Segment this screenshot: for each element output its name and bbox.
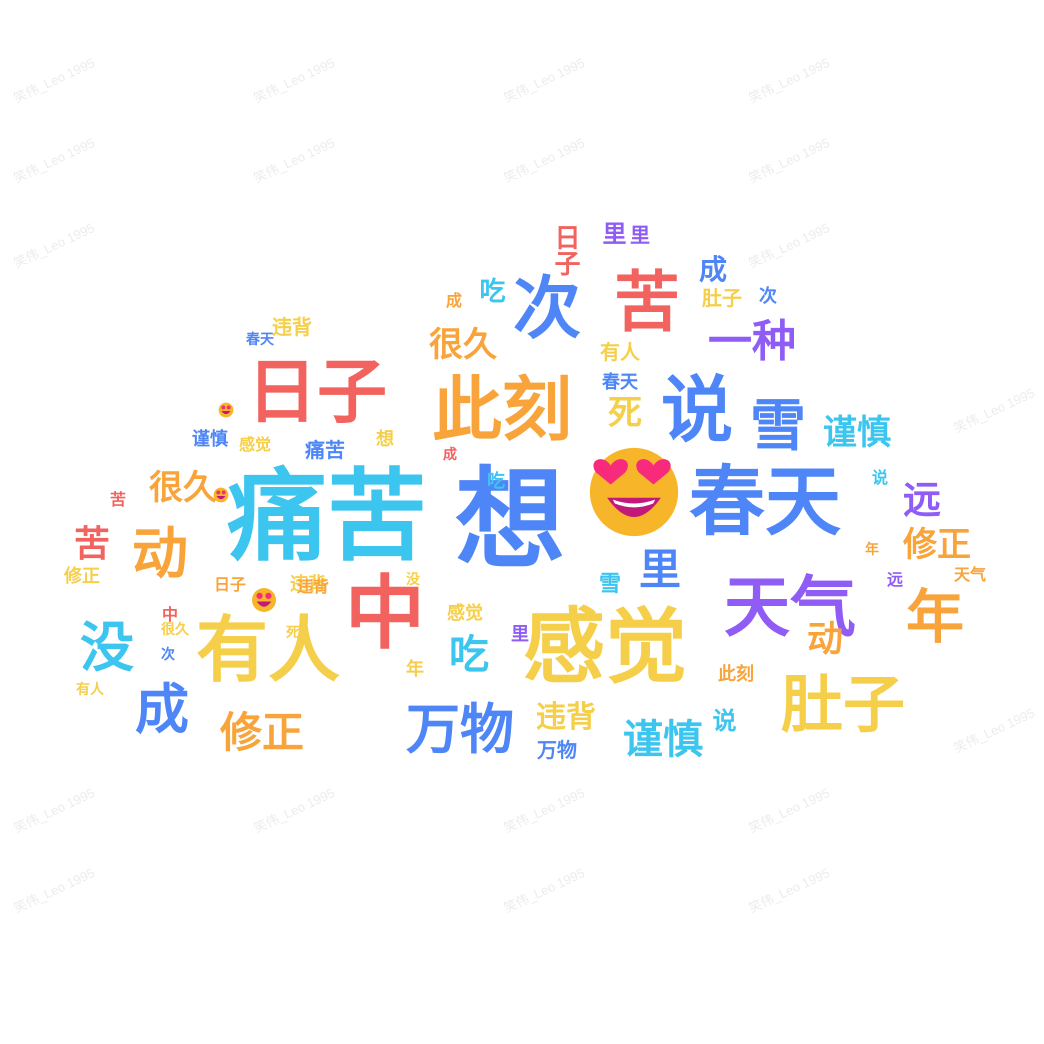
cloud-word: 苦 [614, 264, 680, 341]
cloud-word: 成 [698, 253, 728, 286]
cloud-word: 动 [806, 619, 844, 660]
cloud-word: 吃 [475, 277, 505, 303]
cloud-word: 里 [511, 624, 529, 645]
cloud-word: 日子 [550, 224, 580, 276]
cloud-word: 远 [886, 570, 904, 589]
cloud-word: 违背 [272, 315, 312, 339]
cloud-word: 说 [660, 368, 734, 452]
cloud-word: 次 [512, 270, 582, 349]
cloud-word: 春天 [602, 372, 638, 393]
cloud-word: 没 [80, 616, 134, 679]
cloud-word: 违背 [536, 700, 596, 735]
cloud-word: 次 [759, 286, 777, 307]
cloud-word: 此刻 [718, 664, 754, 685]
cloud-word: 此刻 [432, 369, 572, 451]
cloud-word: 痛苦 [227, 458, 427, 575]
cloud-word: 修正 [219, 708, 305, 757]
cloud-word: 雪 [598, 572, 622, 597]
heart-eyes-emoji-icon [218, 402, 234, 418]
cloud-word: 里 [638, 545, 682, 594]
cloud-word: 违背 [290, 574, 326, 595]
cloud-word: 违背 [296, 577, 330, 596]
cloud-word: 万物 [406, 698, 514, 761]
cloud-word: 肚子 [780, 668, 906, 741]
cloud-word: 有人 [76, 682, 104, 698]
cloud-word: 吃 [484, 471, 505, 489]
cloud-word: 修正 [64, 566, 100, 587]
cloud-word: 年 [865, 542, 879, 558]
watermark: 笑伟_Leo 1995 [11, 865, 97, 916]
cloud-word: 肚子 [702, 286, 742, 310]
cloud-word: 中 [161, 605, 179, 624]
cloud-word: 里 [630, 223, 650, 247]
watermark: 笑伟_Leo 1995 [251, 135, 337, 186]
watermark: 笑伟_Leo 1995 [501, 135, 587, 186]
watermark: 笑伟_Leo 1995 [746, 220, 832, 271]
cloud-word: 想 [376, 429, 394, 450]
cloud-word: 谨慎 [823, 413, 891, 453]
cloud-word: 年 [905, 583, 965, 651]
cloud-word: 苦 [109, 490, 127, 509]
cloud-word: 死 [286, 625, 300, 641]
cloud-word: 痛苦 [305, 438, 345, 462]
cloud-word: 谨慎 [192, 429, 228, 450]
cloud-word: 感觉 [447, 603, 483, 624]
cloud-word: 成 [443, 447, 457, 463]
cloud-word: 一种 [708, 316, 796, 367]
cloud-word: 有人 [195, 608, 341, 692]
watermark: 笑伟_Leo 1995 [11, 135, 97, 186]
cloud-word: 死 [608, 393, 642, 433]
cloud-word: 年 [406, 659, 424, 680]
cloud-word: 动 [132, 522, 188, 587]
heart-eyes-emoji-icon [589, 447, 679, 537]
cloud-word: 日子 [247, 351, 387, 433]
watermark: 笑伟_Leo 1995 [746, 865, 832, 916]
cloud-word: 感觉 [238, 435, 272, 454]
cloud-word: 很久 [149, 468, 217, 508]
cloud-word: 万物 [537, 738, 577, 762]
watermark: 笑伟_Leo 1995 [951, 385, 1037, 436]
cloud-word: 日子 [213, 575, 247, 594]
cloud-word: 谨慎 [623, 717, 703, 763]
watermark: 笑伟_Leo 1995 [501, 865, 587, 916]
cloud-word: 雪 [750, 394, 806, 459]
watermark: 笑伟_Leo 1995 [746, 785, 832, 836]
cloud-word: 有人 [600, 340, 640, 364]
cloud-word: 里 [598, 221, 626, 245]
cloud-word: 没 [406, 572, 420, 588]
cloud-word: 中 [345, 567, 425, 660]
watermark: 笑伟_Leo 1995 [501, 55, 587, 106]
cloud-word: 苦 [73, 524, 111, 565]
cloud-word: 远 [902, 478, 942, 522]
watermark: 笑伟_Leo 1995 [11, 55, 97, 106]
watermark: 笑伟_Leo 1995 [251, 785, 337, 836]
watermark: 笑伟_Leo 1995 [251, 55, 337, 106]
cloud-word: 修正 [903, 525, 971, 565]
cloud-word: 很久 [161, 622, 189, 638]
cloud-word: 说 [871, 468, 889, 487]
watermark: 笑伟_Leo 1995 [11, 785, 97, 836]
cloud-word: 很久 [429, 325, 497, 365]
cloud-word: 天气 [724, 569, 856, 646]
watermark: 笑伟_Leo 1995 [11, 220, 97, 271]
cloud-word: 感觉 [522, 600, 688, 695]
cloud-word: 春天 [246, 332, 274, 348]
cloud-word: 春天 [689, 457, 841, 546]
cloud-word: 想 [455, 456, 565, 584]
cloud-word: 天气 [953, 565, 987, 584]
watermark: 笑伟_Leo 1995 [501, 785, 587, 836]
watermark: 笑伟_Leo 1995 [951, 705, 1037, 756]
watermark: 笑伟_Leo 1995 [746, 135, 832, 186]
cloud-word: 说 [708, 708, 736, 732]
heart-eyes-emoji-icon [252, 588, 276, 612]
cloud-word: 成 [443, 292, 462, 308]
cloud-word: 成 [135, 678, 189, 741]
heart-eyes-emoji-icon [213, 487, 229, 503]
cloud-word: 次 [161, 647, 175, 663]
watermark: 笑伟_Leo 1995 [746, 55, 832, 106]
cloud-word: 吃 [449, 632, 489, 678]
